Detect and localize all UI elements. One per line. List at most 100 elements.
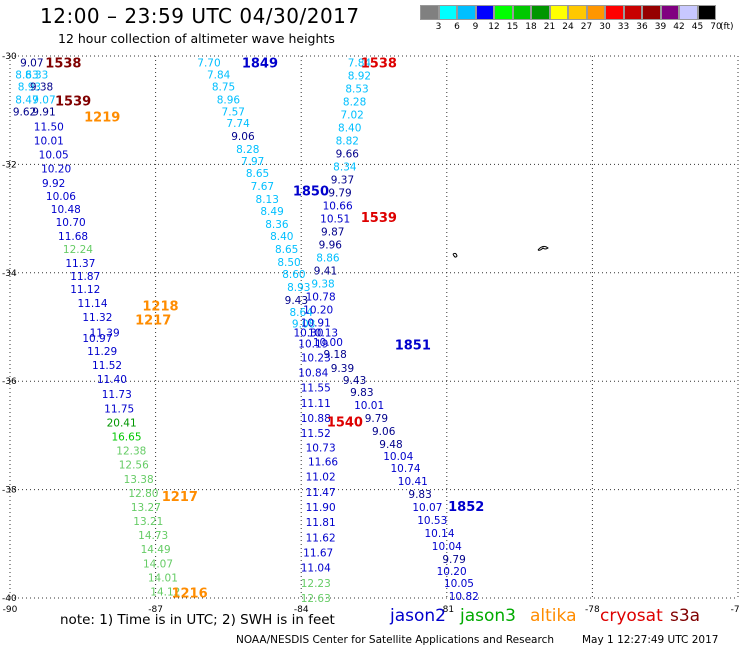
wave-height-value: 9.79: [365, 413, 388, 425]
x-tick-label: -90: [3, 605, 18, 615]
color-scale-tick: 21: [543, 22, 556, 32]
legend-item-cryosat: cryosat: [600, 606, 663, 626]
wave-height-value: 8.93: [18, 81, 41, 93]
color-swatch: [531, 5, 550, 20]
wave-height-value: 10.20: [437, 566, 467, 578]
wave-height-value: 14.12: [150, 586, 180, 598]
wave-height-value: 10.84: [298, 368, 328, 380]
wave-height-value: 9.92: [42, 178, 65, 190]
pass-time-label: 1539: [361, 211, 397, 226]
legend-item-jason3: jason3: [460, 606, 516, 626]
wave-height-value: 11.73: [102, 389, 132, 401]
wave-height-value: 7.97: [241, 156, 264, 168]
wave-height-value: 10.13: [308, 327, 338, 339]
wave-height-value: 13.27: [131, 502, 161, 514]
wave-height-value: 10.88: [301, 413, 331, 425]
wave-height-value: 10.01: [34, 136, 64, 148]
wave-height-value: 10.51: [320, 214, 350, 226]
wave-height-value: 8.28: [343, 97, 366, 109]
wave-height-value: 9.43: [285, 295, 308, 307]
wave-height-value: 10.30: [293, 327, 323, 339]
wave-height-value: 11.11: [301, 398, 331, 410]
color-swatch: [512, 5, 531, 20]
wave-height-value: 8.34: [333, 162, 357, 174]
wave-height-value: 8.96: [217, 94, 241, 106]
color-scale-tick: 70: [710, 22, 722, 32]
color-scale-tick: 39: [654, 22, 667, 32]
legend-item-jason2: jason2: [390, 606, 446, 626]
wave-height-value: 10.00: [313, 337, 343, 349]
wave-height-value: 9.38: [30, 81, 53, 93]
wave-height-value: 9.83: [408, 489, 431, 501]
pass-time-label: 1539: [55, 94, 91, 109]
color-swatch: [623, 5, 642, 20]
wave-height-value: 13.38: [124, 474, 154, 486]
wave-height-value: 8.28: [236, 144, 259, 156]
color-swatch: [568, 5, 587, 20]
color-scale-ticks: 3 6 9 12 15 18 21 24 27 30 33 36 39 42 45 70 (ft): [420, 22, 740, 34]
y-tick-label: -30: [2, 52, 17, 62]
pass-time-label: 1217: [162, 490, 198, 505]
wave-height-value: 8.49: [260, 206, 283, 218]
wave-height-value: 9.41: [314, 266, 337, 278]
wave-height-value: 11.50: [34, 121, 64, 133]
wave-height-value: 10.06: [46, 191, 76, 203]
wave-height-value: 12.80: [128, 488, 158, 500]
wave-height-value: 9.91: [32, 106, 55, 118]
pass-time-label: 1219: [84, 111, 120, 126]
wave-height-value: 11.12: [70, 284, 100, 296]
credit-text: NOAA/NESDIS Center for Satellite Applica…: [236, 634, 554, 646]
wave-height-value: 8.33: [25, 69, 48, 81]
x-tick-label: -87: [148, 605, 163, 615]
wave-height-value: 11.90: [306, 502, 336, 514]
wave-height-value: 9.39: [331, 363, 354, 375]
wave-height-value: 8.86: [316, 253, 340, 265]
wave-height-value: 9.43: [343, 375, 366, 387]
color-scale-tick: 15: [506, 22, 519, 32]
wave-height-value: 10.07: [412, 502, 442, 514]
wave-height-value: 10.41: [398, 476, 428, 488]
wave-height-value: 10.48: [51, 204, 81, 216]
color-scale-bar: [420, 5, 716, 22]
color-swatch: [420, 5, 439, 20]
wave-height-value: 8.53: [345, 84, 368, 96]
pass-time-label: 1216: [171, 587, 207, 602]
color-scale-unit: (ft): [720, 22, 734, 32]
wave-height-value: 10.05: [444, 578, 474, 590]
pass-time-label: 1851: [395, 338, 431, 353]
color-scale-tick: 45: [691, 22, 704, 32]
wave-height-value: 11.81: [306, 517, 336, 529]
wave-height-value: 11.39: [90, 327, 120, 339]
color-scale-tick: 27: [580, 22, 593, 32]
wave-height-value: 8.82: [336, 136, 359, 148]
color-swatch: [679, 5, 698, 20]
color-scale-tick: 33: [617, 22, 630, 32]
pass-time-label: 1538: [45, 57, 81, 72]
wave-height-value: 7.67: [251, 181, 274, 193]
wave-height-value: 7.70: [197, 58, 220, 70]
island-shape: [452, 252, 458, 258]
wave-height-value: 10.19: [298, 338, 328, 350]
wave-height-value: 8.65: [275, 244, 298, 256]
legend-item-altika: altika: [530, 606, 577, 626]
y-tick-label: -36: [2, 377, 17, 387]
pass-time-label: 1217: [135, 313, 171, 328]
color-swatch: [697, 5, 716, 20]
wave-height-value: 14.01: [148, 572, 178, 584]
footnote: note: 1) Time is in UTC; 2) SWH is in fe…: [60, 612, 335, 628]
color-swatch: [549, 5, 568, 20]
page-title: 12:00 – 23:59 UTC 04/30/2017: [40, 4, 360, 28]
wave-height-value: 10.23: [301, 352, 331, 364]
wave-height-value: 9.06: [231, 131, 255, 143]
wave-height-value: 7.74: [226, 118, 250, 130]
color-swatch: [660, 5, 679, 20]
y-tick-label: -32: [2, 160, 17, 170]
color-swatch: [475, 5, 494, 20]
wave-height-value: 9.96: [319, 240, 343, 252]
legend-item-s3a: s3a: [670, 606, 701, 626]
wave-height-value: 9.06: [372, 426, 396, 438]
wave-height-value: 10.70: [56, 217, 86, 229]
wave-height-value: 11.40: [97, 374, 127, 386]
wave-height-value: 9.79: [442, 554, 465, 566]
color-scale-tick: 30: [599, 22, 611, 32]
